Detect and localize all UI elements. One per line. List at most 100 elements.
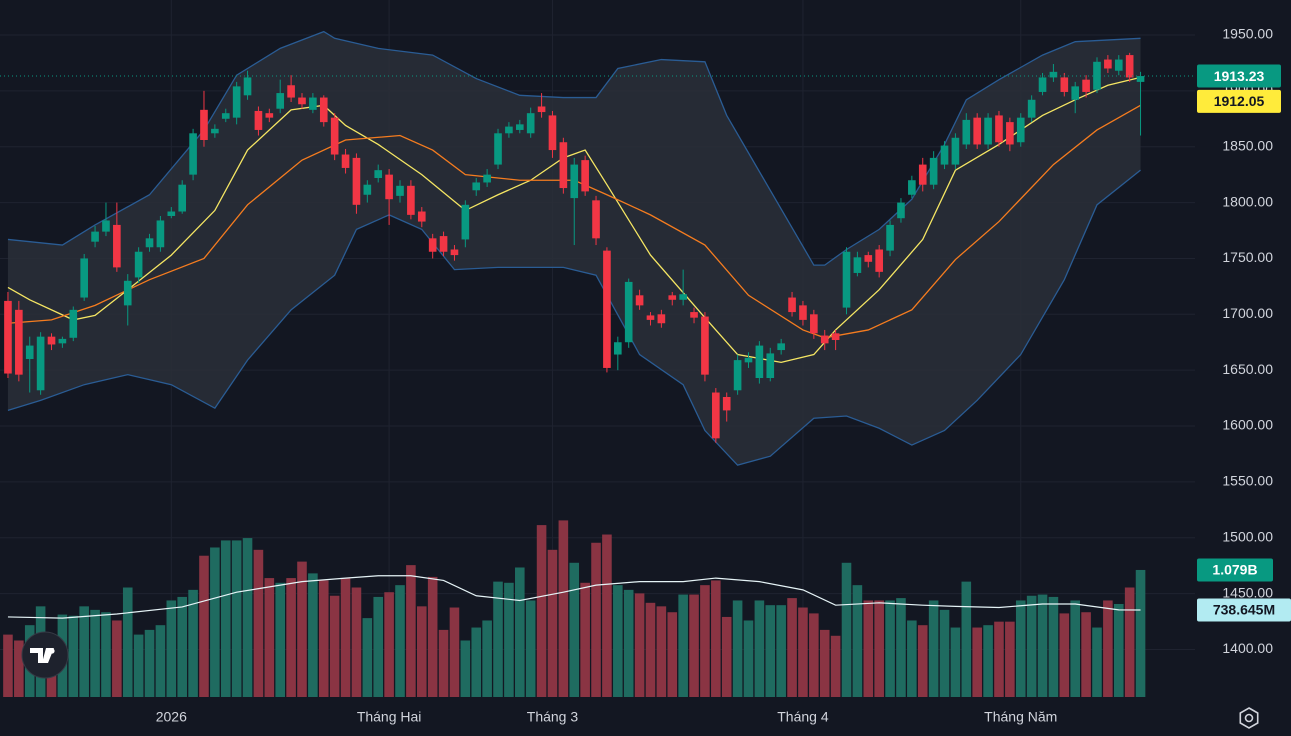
candle-body [25, 345, 34, 360]
candle-body [396, 185, 404, 196]
tradingview-logo[interactable] [21, 631, 69, 679]
x-tick-label: Tháng Hai [357, 709, 422, 725]
volume-bar [907, 620, 917, 697]
candle-body [505, 126, 513, 134]
candle-body [548, 115, 557, 151]
ma-last-label: 1912.05 [1214, 93, 1265, 109]
candle-body [570, 164, 579, 199]
volume-bar [721, 616, 732, 697]
volume-bar [395, 585, 405, 697]
candle-body [1038, 77, 1047, 92]
candle-body [298, 97, 306, 105]
candle-body [624, 281, 633, 343]
logo-dot[interactable] [49, 648, 55, 654]
candle-body [526, 113, 535, 134]
volume-bar [79, 606, 89, 697]
candle-body [1125, 55, 1134, 78]
volume-bar [264, 578, 275, 697]
volume-bar [917, 625, 928, 697]
candle-body [4, 300, 12, 374]
volume-bar [286, 578, 296, 697]
settings-icon[interactable] [1239, 707, 1259, 729]
volume-bar [689, 594, 699, 697]
candle-body [951, 137, 960, 165]
candle-body [657, 314, 666, 324]
candle-body [722, 396, 731, 411]
candle-body [940, 145, 949, 165]
candle-body [1082, 79, 1090, 92]
moving-average-line [7, 104, 1141, 339]
plot-area [0, 30, 1195, 697]
candle-body [58, 338, 67, 344]
axes: 1400.00 1450.00 1500.00 1550.00 1600.00 1650.… [156, 26, 1291, 725]
candle-body [559, 142, 568, 189]
volume-bar [852, 585, 863, 697]
candle-body [733, 360, 742, 391]
volume-bar [1005, 621, 1015, 697]
candle-body [537, 106, 546, 113]
logo-glyph[interactable] [30, 648, 54, 663]
volume-bar [950, 627, 961, 697]
candle-body [799, 305, 807, 320]
volume-bar [634, 593, 645, 697]
volume-bar [809, 613, 819, 697]
candle-body [603, 250, 611, 368]
volume-bar [798, 607, 808, 697]
candle-body [864, 255, 873, 262]
settings-button[interactable] [1239, 707, 1259, 729]
volume-bar [863, 600, 874, 697]
last-price-label: 1913.23 [1214, 68, 1265, 84]
candle-body [613, 342, 622, 355]
candle-body [450, 249, 459, 256]
candle-body [243, 77, 252, 96]
volume-bar [580, 582, 590, 697]
volume-bar [329, 595, 340, 697]
candle-body [36, 336, 45, 391]
volume-bar [112, 620, 122, 697]
candle-body [374, 170, 383, 178]
volume-bar [765, 605, 776, 697]
volume-bar [351, 587, 362, 697]
volume-bar [830, 635, 841, 697]
candle-body [1049, 71, 1058, 78]
volume-bar [416, 606, 427, 697]
candle-body [407, 185, 415, 215]
volume-bar [939, 609, 950, 697]
candle-body [766, 353, 775, 378]
candle-body [69, 309, 78, 338]
volume-bar [547, 549, 558, 697]
candle-body [211, 128, 219, 134]
candle-body [842, 251, 851, 308]
candle-body [200, 109, 208, 141]
volume-ma-line [7, 575, 1141, 619]
last-price-label-box [1197, 64, 1281, 88]
volume-bar [68, 615, 79, 697]
volume-bar [613, 585, 623, 697]
candle-body [1006, 122, 1014, 145]
band-fill [7, 31, 1141, 466]
volume-bar [667, 612, 678, 697]
volume-bar [994, 621, 1004, 697]
settings-icon-center[interactable] [1244, 713, 1254, 723]
candle-body [853, 257, 862, 273]
volume-bar [460, 640, 471, 697]
candle-body [385, 174, 393, 200]
volume-bar [678, 594, 688, 697]
y-tick-label: 1950.00 [1222, 26, 1273, 42]
candle-body [276, 93, 285, 109]
candle-body [363, 184, 372, 195]
candle-body [319, 97, 328, 123]
candle-body [15, 309, 23, 375]
y-tick-label: 1700.00 [1222, 305, 1273, 321]
volume-bar [362, 618, 373, 697]
volume-bar [569, 562, 580, 697]
candle-body [232, 86, 241, 118]
candle-body [1027, 99, 1036, 118]
volume-bar [700, 585, 710, 697]
candle-body [1114, 59, 1123, 71]
candle-body [908, 180, 916, 195]
volume-bar [318, 580, 329, 697]
candle-body [309, 97, 317, 110]
volume-bar [438, 629, 449, 697]
candle-body [962, 119, 971, 145]
